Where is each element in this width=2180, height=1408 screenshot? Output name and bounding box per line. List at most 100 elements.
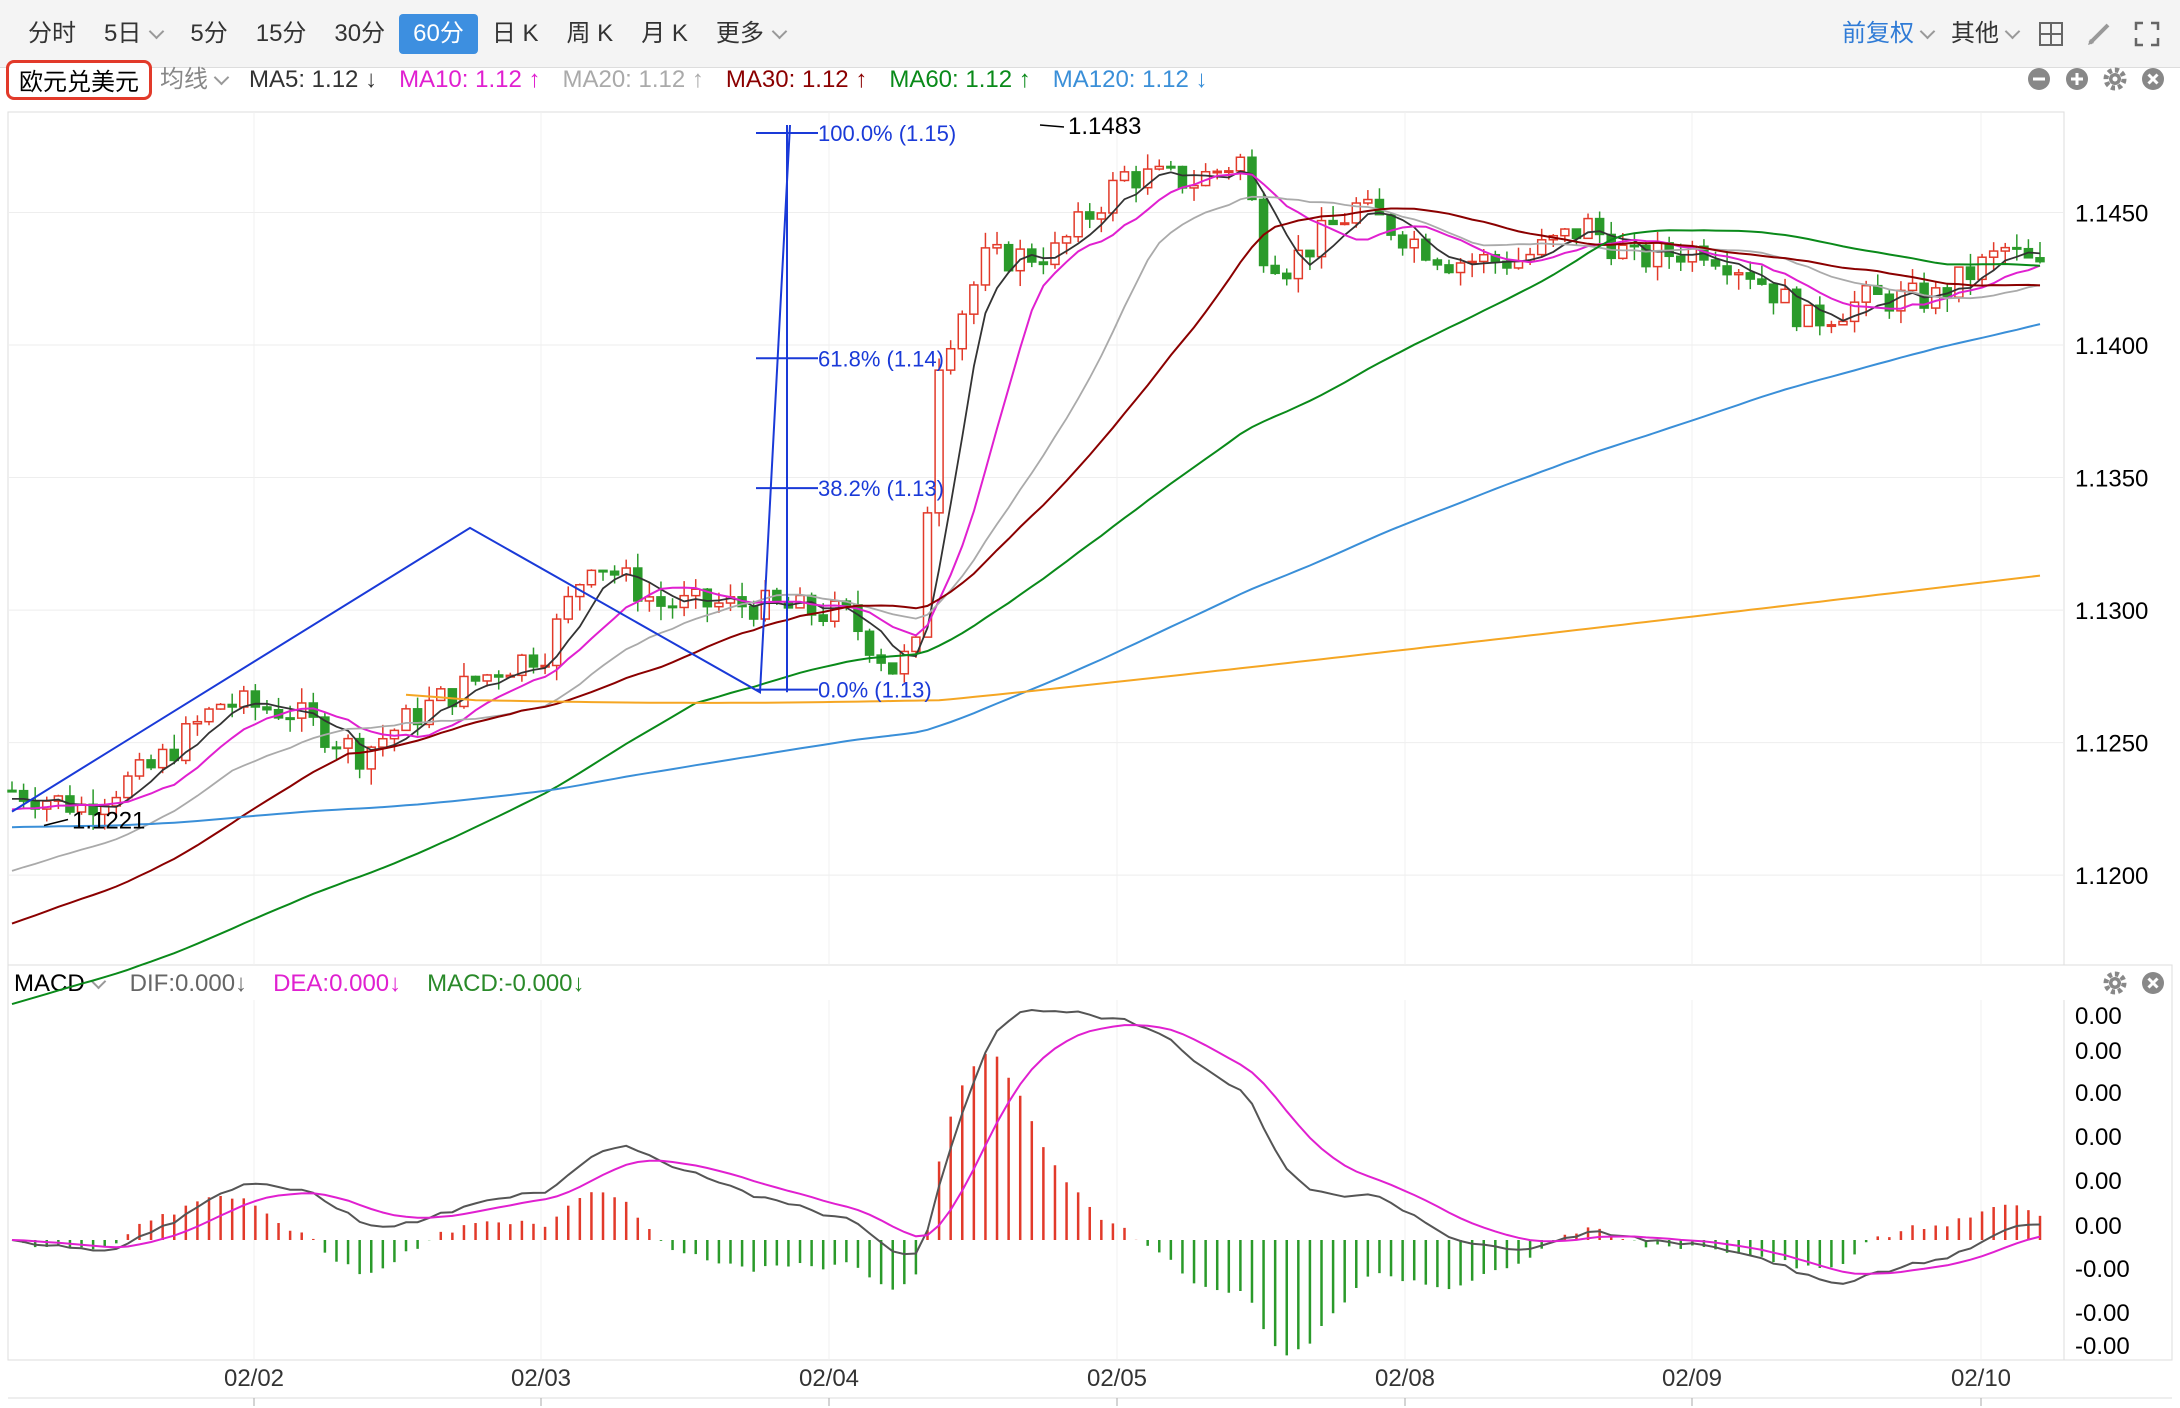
tab-7[interactable]: 周 K [553, 14, 628, 54]
chevron-down-icon [2004, 23, 2021, 39]
tab-5[interactable]: 60分 [399, 14, 478, 54]
ma-legend-item-3: MA30: 1.12 ↑ [725, 66, 868, 93]
candle-up [980, 247, 991, 286]
candle-up [1780, 288, 1790, 304]
candle-down [598, 569, 608, 573]
tab-6[interactable]: 日 K [478, 14, 553, 54]
tab-label: 分时 [28, 20, 76, 47]
candle-up [1513, 260, 1524, 269]
minimize-icon[interactable] [2026, 66, 2052, 97]
candle-down [169, 748, 179, 762]
candle-up [1652, 242, 1663, 268]
pencil-icon[interactable] [2084, 19, 2114, 49]
close-icon[interactable] [2140, 66, 2166, 97]
ma250-line [405, 574, 2041, 704]
candle-up [911, 636, 921, 653]
candle-down [227, 703, 237, 708]
chevron-down-icon [771, 23, 788, 39]
indicator-type-label: 均线 [160, 66, 208, 93]
candle-down [1884, 293, 1895, 312]
price-tick-label: 1.1400 [2075, 333, 2148, 360]
tab-1[interactable]: 5日 [90, 14, 176, 54]
price-tick-label: 1.1200 [2075, 863, 2148, 890]
candle-up [1200, 170, 1211, 187]
candle-down [1027, 248, 1037, 263]
tab-label: 15分 [255, 20, 307, 47]
candle-down [1247, 156, 1257, 201]
indicator-type-dropdown[interactable]: 均线 [160, 64, 230, 96]
tab-9[interactable]: 更多 [702, 14, 799, 54]
x-tick-label: 02/09 [1662, 1365, 1722, 1392]
candle-up [517, 654, 527, 677]
ma5-line [12, 170, 2041, 808]
tab-8[interactable]: 月 K [627, 14, 702, 54]
candle-down [2035, 257, 2045, 263]
candle-up [1896, 289, 1906, 312]
gear-icon[interactable] [2102, 970, 2128, 1001]
ma60-line [11, 229, 2041, 1006]
candle-up [1235, 156, 1246, 172]
candle-down [841, 600, 852, 606]
fib-level-label: 100.0% (1.15) [818, 121, 956, 146]
candle-down [1757, 278, 1767, 285]
macd-items: DIF:0.000↓ DEA:0.000↓ MACD:-0.000↓ [130, 970, 585, 998]
period-toolbar: 分时 5日 5分 15分 30分 60分日 K 周 K 月 K 更多 前复权 其他 [0, 0, 2180, 68]
high-price-label: 1.1483 [1068, 113, 1141, 140]
tab-0[interactable]: 分时 [14, 14, 90, 54]
candle-up [922, 512, 933, 638]
macd-tick-label: 0.00 [2075, 1038, 2122, 1065]
candle-up [181, 723, 191, 762]
tab-4[interactable]: 30分 [320, 14, 399, 54]
grid-icon[interactable] [2036, 19, 2066, 49]
candle-up [482, 674, 492, 682]
candle-up [934, 369, 944, 514]
tab-2[interactable]: 5分 [176, 14, 241, 54]
candle-down [876, 654, 886, 664]
candle-down [493, 674, 504, 678]
gear-icon[interactable] [2102, 66, 2128, 97]
candle-down [18, 789, 29, 802]
candle-down [528, 654, 539, 668]
ma10-line [11, 172, 2041, 811]
macd-tick-label: 0.00 [2075, 1080, 2122, 1107]
candle-up [795, 594, 805, 609]
add-icon[interactable] [2064, 66, 2090, 97]
candle-down [1038, 261, 1049, 266]
tab-3[interactable]: 15分 [242, 14, 321, 54]
macd-histogram [22, 1053, 2042, 1356]
other-dropdown[interactable]: 其他 [1951, 14, 2021, 54]
candle-down [1710, 259, 1721, 267]
candle-up [215, 703, 226, 710]
candle-up [644, 596, 655, 602]
candle-up [401, 708, 411, 732]
candle-up [1455, 262, 1466, 274]
candle-up [204, 708, 214, 723]
candle-up [239, 690, 249, 708]
low-pointer [43, 818, 69, 827]
candle-up [1316, 219, 1327, 258]
close-icon[interactable] [2140, 970, 2166, 1001]
macd-tick-label: -0.00 [2075, 1300, 2130, 1327]
main-plot-frame [7, 111, 2065, 966]
macd-legend-item-1: DEA:0.000↓ [273, 970, 402, 997]
candle-up [1930, 287, 1941, 309]
candle-down [667, 605, 678, 609]
symbol-label[interactable]: 欧元兑美元 [6, 60, 152, 100]
candle-up [459, 675, 469, 708]
candle-down [656, 596, 666, 607]
fullscreen-icon[interactable] [2132, 19, 2162, 49]
chevron-down-icon [149, 23, 165, 39]
other-label: 其他 [1951, 20, 1999, 47]
chevron-down-icon [213, 69, 230, 85]
candle-down [250, 690, 261, 708]
macd-indicator-dropdown[interactable]: MACD [14, 970, 106, 998]
candle-down [7, 789, 17, 793]
chevron-down-icon [1919, 23, 1936, 39]
candle-up [1907, 282, 1918, 292]
adjust-dropdown[interactable]: 前复权 [1842, 14, 1936, 54]
candle-down [1745, 272, 1756, 280]
candle-down [609, 570, 620, 576]
candle-down [853, 604, 863, 633]
candle-up [505, 674, 516, 678]
